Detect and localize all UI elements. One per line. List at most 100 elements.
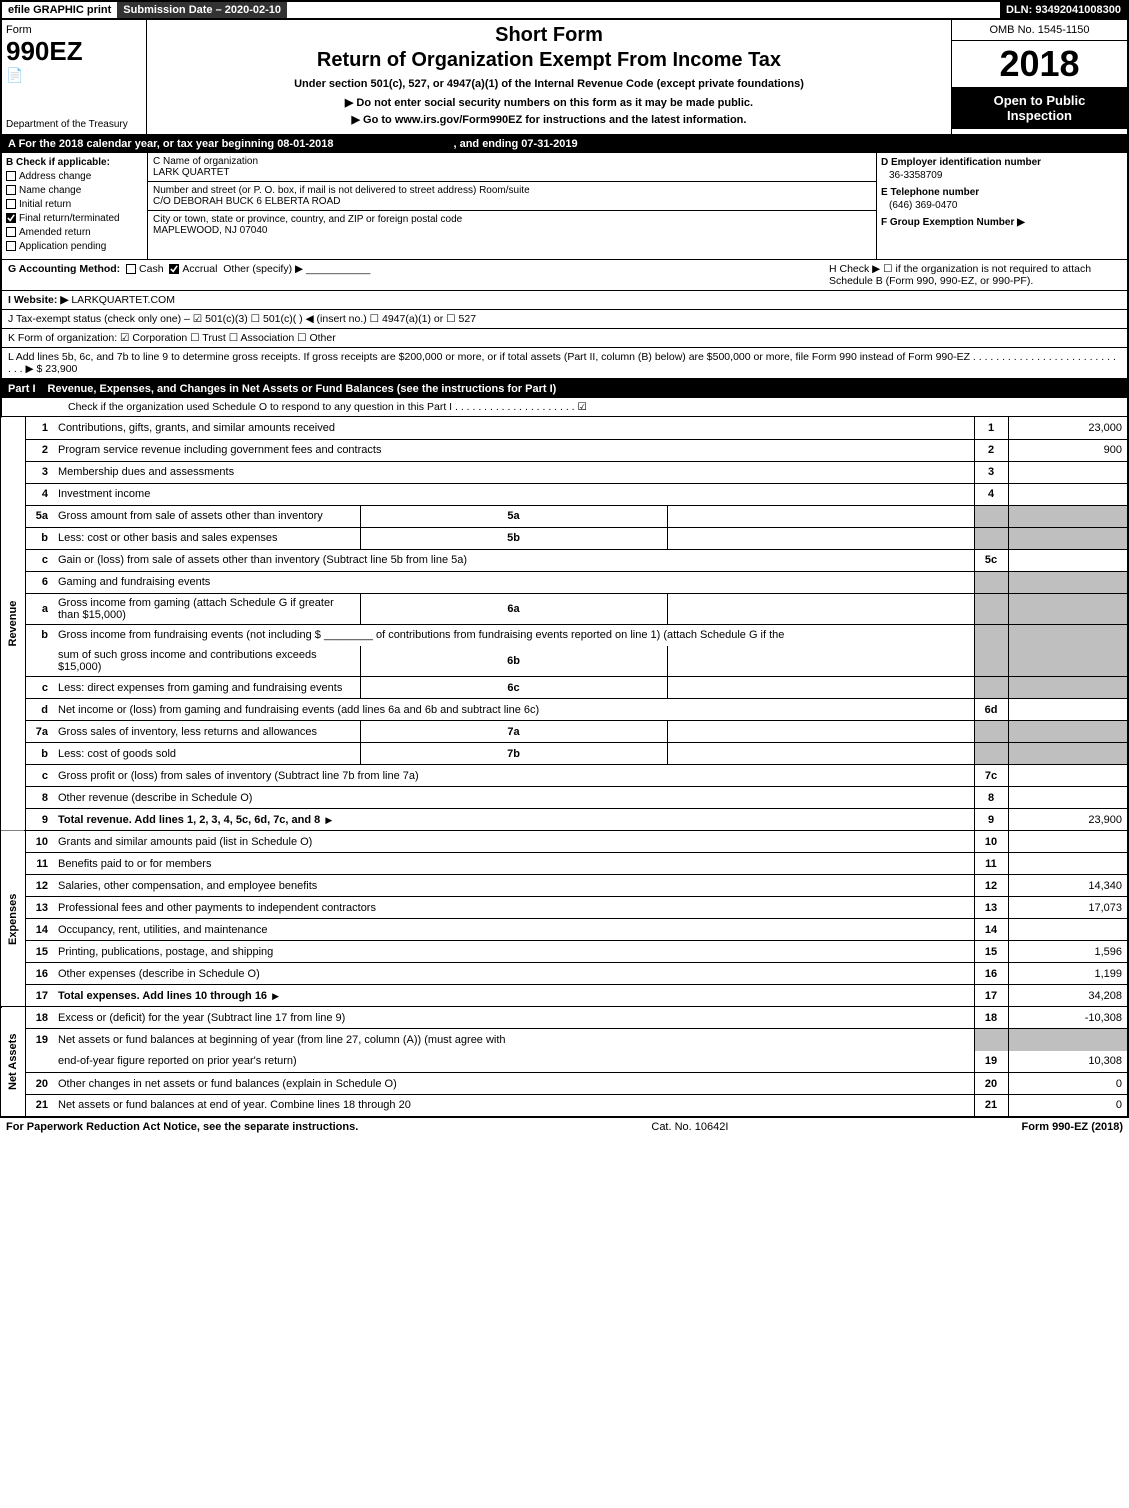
row-15-val: 1,596	[1008, 941, 1128, 963]
ln-6d: d	[25, 699, 53, 721]
row-5a-mark	[974, 505, 1008, 527]
row-7b-sv	[667, 743, 974, 765]
ln-19b	[25, 1051, 53, 1073]
tax-year-end: , and ending 07-31-2019	[453, 138, 577, 150]
row-6d-text: Net income or (loss) from gaming and fun…	[53, 699, 974, 721]
row-4-val	[1008, 483, 1128, 505]
row-6c-mark	[974, 677, 1008, 699]
submission-date-label: Submission Date – 2020-02-10	[117, 2, 287, 18]
row-5b-val	[1008, 527, 1128, 549]
form-header: Form 990EZ 📄 Department of the Treasury …	[0, 20, 1129, 136]
ln-10: 10	[25, 831, 53, 853]
row-19-text2: end-of-year figure reported on prior yea…	[53, 1051, 974, 1073]
ln-18: 18	[25, 1007, 53, 1029]
row-13-text: Professional fees and other payments to …	[53, 897, 974, 919]
row-9-text: Total revenue. Add lines 1, 2, 3, 4, 5c,…	[53, 809, 974, 831]
form-number-block: Form 990EZ 📄 Department of the Treasury	[2, 20, 147, 134]
row-20-mark: 20	[974, 1073, 1008, 1095]
row-7a-sc: 7a	[360, 721, 667, 743]
row-6a-sv	[667, 593, 974, 624]
arrow-icon	[270, 990, 281, 1002]
row-7b-sc: 7b	[360, 743, 667, 765]
check-address-change[interactable]: Address change	[6, 171, 143, 182]
goto-link[interactable]: ▶ Go to www.irs.gov/Form990EZ for instru…	[155, 113, 943, 126]
row-l: L Add lines 5b, 6c, and 7b to line 9 to …	[0, 348, 1129, 380]
ln-7b: b	[25, 743, 53, 765]
footer-form: Form 990-EZ (2018)	[1022, 1121, 1123, 1133]
row-7c-mark: 7c	[974, 765, 1008, 787]
row-6b1-mark	[974, 624, 1008, 646]
row-11-val	[1008, 853, 1128, 875]
g-cash-check[interactable]	[126, 264, 136, 274]
ln-14: 14	[25, 919, 53, 941]
l-gross-receipts: L Add lines 5b, 6c, and 7b to line 9 to …	[8, 351, 1121, 375]
row-4-text: Investment income	[53, 483, 974, 505]
row-5c-val	[1008, 549, 1128, 571]
row-6b1-val	[1008, 624, 1128, 646]
ln-9: 9	[25, 809, 53, 831]
c-street-label: Number and street (or P. O. box, if mail…	[153, 185, 871, 196]
row-5b-sc: 5b	[360, 527, 667, 549]
ln-6b: b	[25, 624, 53, 646]
org-street: C/O DEBORAH BUCK 6 ELBERTA ROAD	[153, 196, 340, 207]
check-name-change[interactable]: Name change	[6, 185, 143, 196]
ln-5b: b	[25, 527, 53, 549]
row-6c-val	[1008, 677, 1128, 699]
i-label: I Website: ▶	[8, 294, 68, 306]
ln-5c: c	[25, 549, 53, 571]
open-to-public-2: Inspection	[1007, 108, 1072, 123]
f-group-label: F Group Exemption Number ▶	[881, 217, 1123, 228]
i-website: I Website: ▶ LARKQUARTET.COM	[8, 294, 821, 306]
row-18-text: Excess or (deficit) for the year (Subtra…	[53, 1007, 974, 1029]
row-2-mark: 2	[974, 439, 1008, 461]
section-b: B Check if applicable: Address change Na…	[2, 153, 147, 259]
part-i-schedule-o: Check if the organization used Schedule …	[8, 401, 587, 413]
ln-12: 12	[25, 875, 53, 897]
row-6b-text2: sum of such gross income and contributio…	[53, 646, 360, 677]
ln-6: 6	[25, 571, 53, 593]
form-word: Form	[6, 24, 142, 36]
row-5a-val	[1008, 505, 1128, 527]
row-7c-text: Gross profit or (loss) from sales of inv…	[53, 765, 974, 787]
check-application-pending[interactable]: Application pending	[6, 241, 143, 252]
check-initial-return[interactable]: Initial return	[6, 199, 143, 210]
ln-7a: 7a	[25, 721, 53, 743]
row-5b-sv	[667, 527, 974, 549]
row-4-mark: 4	[974, 483, 1008, 505]
row-5c-text: Gain or (loss) from sale of assets other…	[53, 549, 974, 571]
row-j: J Tax-exempt status (check only one) – ☑…	[0, 310, 1129, 329]
row-14-text: Occupancy, rent, utilities, and maintena…	[53, 919, 974, 941]
row-12-text: Salaries, other compensation, and employ…	[53, 875, 974, 897]
row-9-bold: Total revenue. Add lines 1, 2, 3, 4, 5c,…	[58, 814, 320, 826]
street-block: Number and street (or P. O. box, if mail…	[148, 182, 876, 211]
row-6a-sc: 6a	[360, 593, 667, 624]
e-phone-value: (646) 369-0470	[889, 200, 1123, 211]
row-6d-mark: 6d	[974, 699, 1008, 721]
row-17-bold: Total expenses. Add lines 10 through 16	[58, 990, 267, 1002]
row-7a-val	[1008, 721, 1128, 743]
g-label: G Accounting Method:	[8, 263, 120, 275]
ln-2: 2	[25, 439, 53, 461]
row-6b-mark	[974, 646, 1008, 677]
c-name-label: C Name of organization	[153, 156, 871, 167]
net-assets-label: Net Assets	[1, 1007, 25, 1117]
ln-17: 17	[25, 985, 53, 1007]
row-6c-text: Less: direct expenses from gaming and fu…	[53, 677, 360, 699]
tax-year: 2018	[952, 41, 1127, 87]
row-13-val: 17,073	[1008, 897, 1128, 919]
row-21-mark: 21	[974, 1095, 1008, 1117]
k-form-org: K Form of organization: ☑ Corporation ☐ …	[8, 332, 336, 344]
g-accrual-check[interactable]	[169, 264, 179, 274]
check-amended-return[interactable]: Amended return	[6, 227, 143, 238]
check-final-return[interactable]: Final return/terminated	[6, 213, 143, 224]
row-11-text: Benefits paid to or for members	[53, 853, 974, 875]
section-bcdef: B Check if applicable: Address change Na…	[0, 153, 1129, 260]
row-14-val	[1008, 919, 1128, 941]
row-8-mark: 8	[974, 787, 1008, 809]
row-5a-sv	[667, 505, 974, 527]
ln-8: 8	[25, 787, 53, 809]
row-10-text: Grants and similar amounts paid (list in…	[53, 831, 974, 853]
page-footer: For Paperwork Reduction Act Notice, see …	[0, 1118, 1129, 1136]
i-value[interactable]: LARKQUARTET.COM	[71, 294, 175, 306]
omb-number: OMB No. 1545-1150	[952, 20, 1127, 41]
